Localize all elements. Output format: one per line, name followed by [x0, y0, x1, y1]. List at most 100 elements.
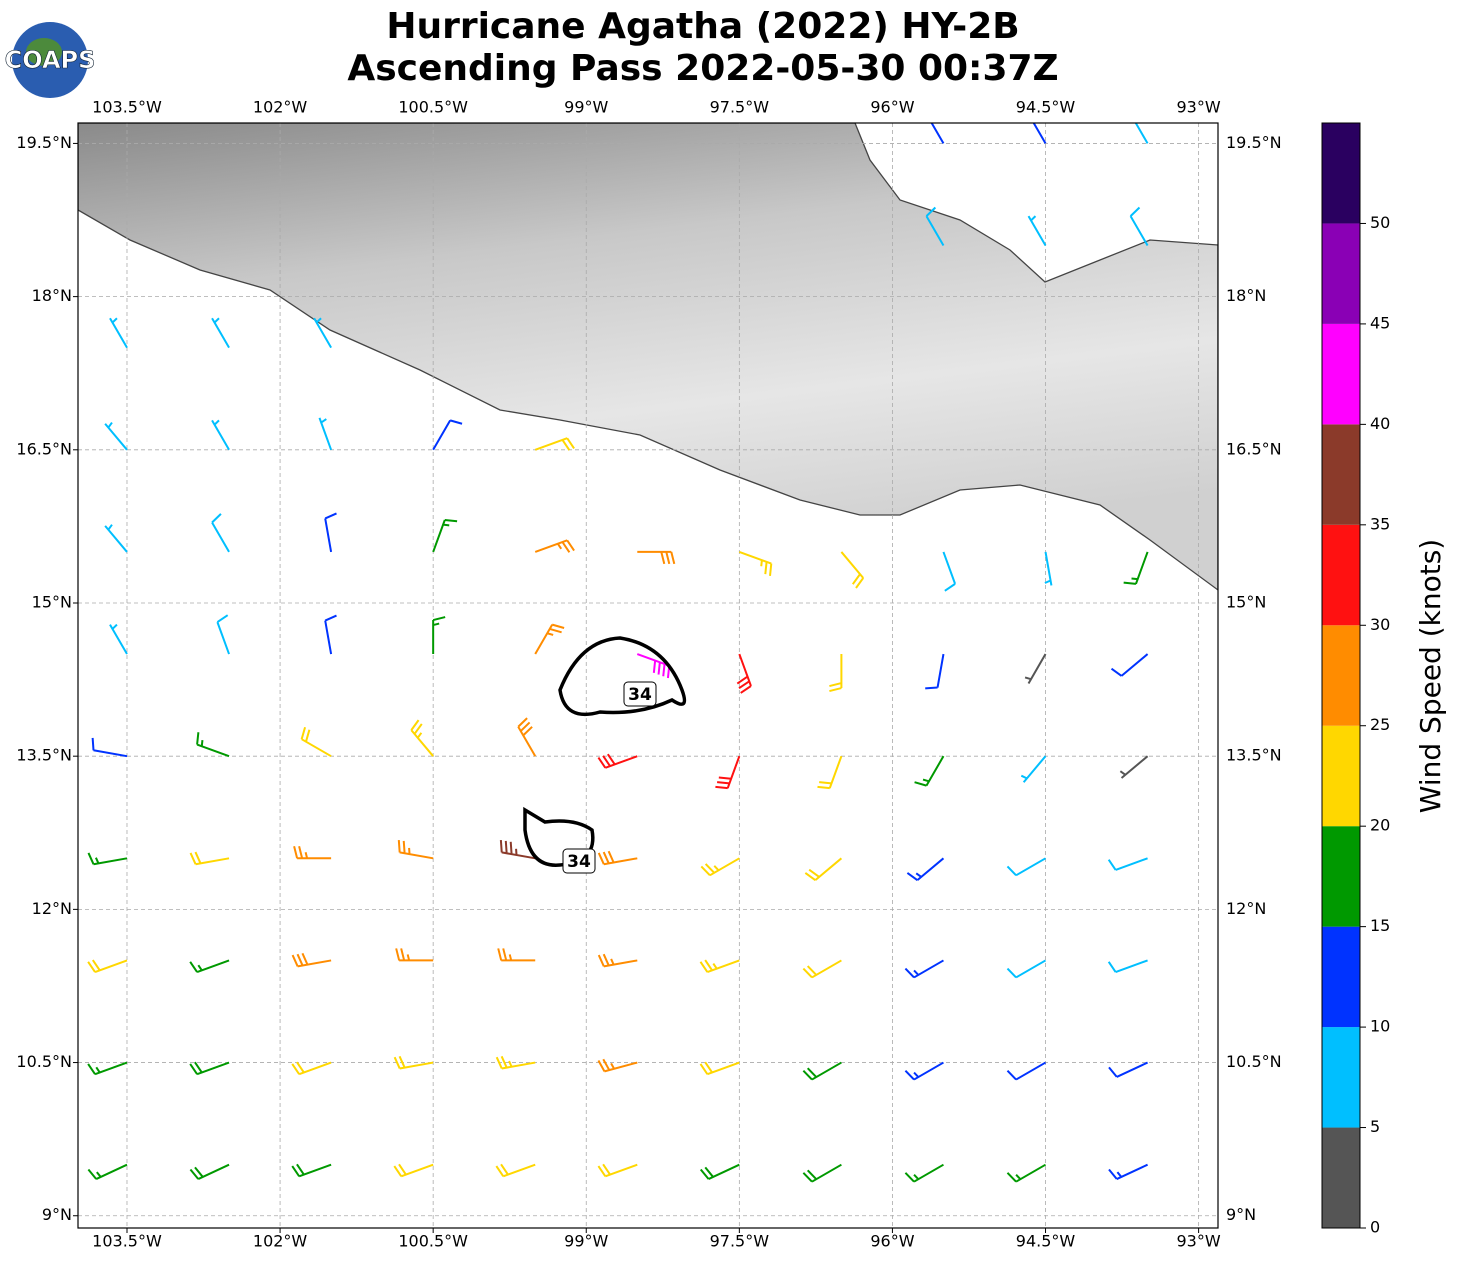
y-tick-label: 16.5°N: [16, 439, 72, 458]
wind-barb: [802, 1163, 842, 1183]
colorbar-cell: [1322, 725, 1360, 827]
wind-barb: [699, 959, 740, 973]
basemap: [78, 123, 1218, 1228]
y-tick-label: 19.5°N: [1226, 133, 1282, 152]
colorbar-cell: [1322, 826, 1360, 927]
colorbar-tick-label: 25: [1370, 715, 1390, 734]
wind-barb: [942, 551, 957, 592]
wind-barb: [534, 437, 575, 451]
colorbar-tick-label: 40: [1370, 414, 1390, 433]
wind-barb: [1119, 755, 1149, 779]
x-tick-label: 96°W: [870, 98, 914, 117]
x-tick-label: 94.5°W: [1016, 1232, 1076, 1251]
colorbar-tick-label: 35: [1370, 514, 1390, 533]
wind-barb: [91, 737, 128, 758]
colorbar-tick-label: 30: [1370, 615, 1390, 634]
wind-barb: [517, 717, 537, 757]
wind-barb: [597, 753, 638, 769]
wind-barb: [904, 1061, 944, 1081]
colorbar-cell: [1322, 223, 1360, 324]
wind-barb: [104, 524, 128, 553]
wind-barb: [925, 206, 945, 247]
x-tick-label: 99°W: [564, 1232, 608, 1251]
colorbar-tick-label: 10: [1370, 1017, 1390, 1036]
y-tick-label: 12°N: [1226, 899, 1266, 918]
colorbar-cell: [1322, 123, 1360, 224]
wind-barb: [534, 539, 575, 553]
wind-barb: [1110, 653, 1149, 677]
wind-barb: [715, 755, 741, 790]
colorbar-tick-label: 5: [1370, 1117, 1380, 1136]
wind-barb: [1108, 1061, 1149, 1078]
y-tick-label: 18°N: [32, 286, 72, 305]
wind-barb: [196, 732, 230, 758]
wind-barb: [904, 1163, 944, 1183]
wind-barb: [318, 417, 333, 451]
wind-barb: [313, 317, 332, 349]
contour-label: 34: [628, 685, 652, 705]
colorbar-cell: [1322, 323, 1360, 425]
wind-barb: [497, 948, 536, 962]
wind-barb: [189, 1061, 230, 1076]
wind-barb: [914, 755, 945, 787]
x-tick-label: 100.5°W: [398, 98, 468, 117]
wind-barb: [291, 1061, 332, 1076]
wind-barb: [1134, 123, 1149, 144]
wind-barb: [300, 727, 332, 758]
x-tick-label: 99°W: [564, 98, 608, 117]
wind-barb: [1108, 1163, 1149, 1180]
x-tick-label: 103.5°W: [92, 1232, 162, 1251]
y-tick-label: 10.5°N: [1226, 1052, 1282, 1071]
wind-barb: [109, 623, 128, 655]
wind-barb: [829, 654, 843, 693]
wind-barb: [1020, 755, 1047, 783]
y-tick-label: 19.5°N: [16, 133, 72, 152]
wind-barb: [637, 550, 676, 565]
wind-barb: [1107, 857, 1148, 871]
wind-barb: [211, 513, 230, 553]
wind-barb: [597, 953, 638, 968]
wind-barb: [291, 1163, 332, 1178]
wind-barb: [87, 852, 128, 866]
wind-barb: [1024, 653, 1047, 684]
wind-barb: [925, 653, 945, 690]
wind-barb: [189, 959, 230, 973]
wind-barb: [699, 1061, 740, 1076]
land: [78, 123, 1218, 591]
wind-barb: [87, 959, 128, 973]
wind-barb: [495, 1055, 536, 1070]
wind-barb: [1027, 215, 1047, 247]
wind-barb: [324, 614, 337, 655]
wind-barb: [189, 1163, 230, 1180]
x-tick-label: 94.5°W: [1016, 98, 1076, 117]
wind-barb: [597, 1163, 638, 1178]
wind-barb: [1006, 959, 1047, 979]
wind-barb: [802, 1061, 842, 1081]
x-tick-label: 102°W: [253, 98, 308, 117]
wind-barb: [495, 1163, 536, 1178]
wind-barb: [1044, 551, 1053, 586]
wind-barb: [211, 419, 230, 451]
x-tick-label: 93°W: [1177, 98, 1221, 117]
wind-barb: [432, 616, 446, 655]
colorbar: 0 5 10 15 20 25 30 35 40 45 50: [1321, 122, 1390, 1237]
subtitle: Ascending Pass 2022-05-30 00:37Z: [347, 48, 1058, 89]
colorbar-cell: [1322, 1027, 1360, 1128]
y-tick-label: 10.5°N: [16, 1052, 72, 1071]
y-tick-label: 18°N: [1226, 286, 1266, 305]
wind-barb: [499, 839, 536, 860]
wind-barb: [410, 719, 434, 757]
wind-barb: [736, 653, 752, 694]
wind-barb: [393, 1163, 434, 1178]
wind-barb: [1006, 1163, 1047, 1183]
colorbar-tick-label: 20: [1370, 816, 1390, 835]
x-tick-label: 93°W: [1177, 1232, 1221, 1251]
wind-barb: [804, 857, 843, 881]
wind-barb: [904, 959, 944, 979]
wind-barb: [1123, 551, 1149, 585]
colorbar-cell: [1322, 625, 1360, 726]
y-tick-label: 9°N: [42, 1205, 72, 1224]
wind-barb: [636, 653, 671, 679]
wind-barb: [324, 512, 337, 553]
